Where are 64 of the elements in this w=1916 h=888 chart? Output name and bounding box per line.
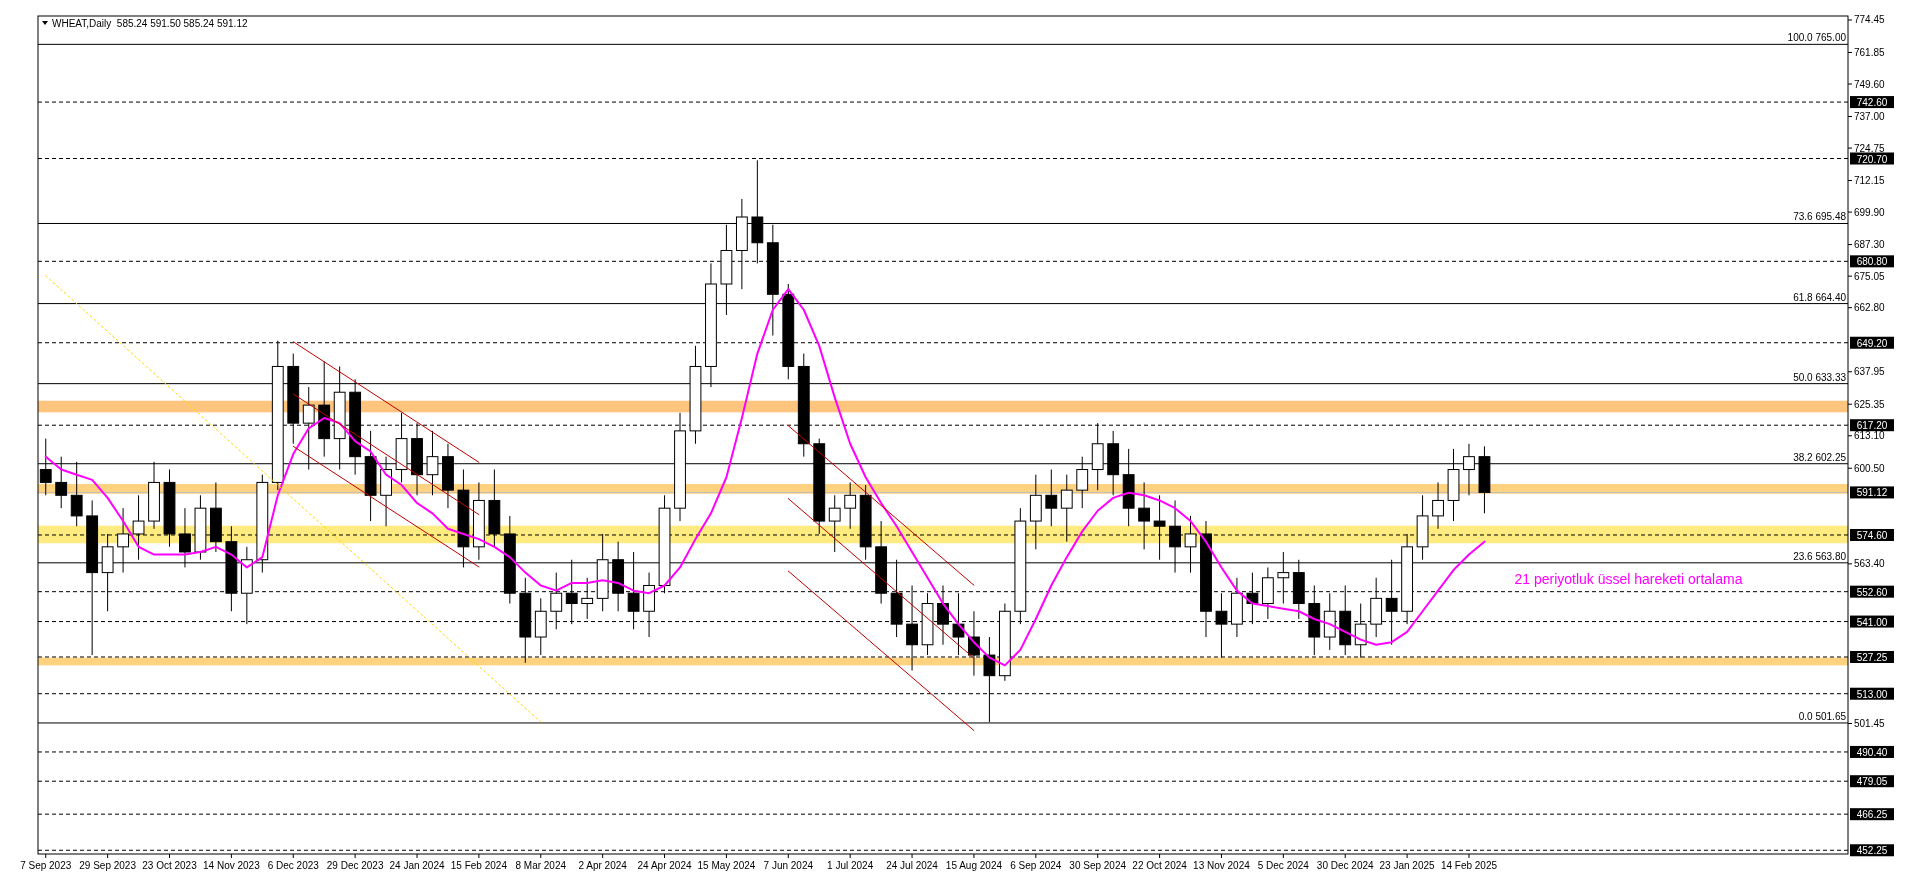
ref-line-label: 680.80 xyxy=(1856,256,1888,268)
ref-line-label: 50.0 633.33 xyxy=(1793,371,1847,383)
ref-line-label: 541.00 xyxy=(1856,616,1888,628)
y-tick-label: 563.40 xyxy=(1854,558,1886,570)
x-tick-label: 15 Feb 2024 xyxy=(450,860,508,871)
y-tick-label: 613.10 xyxy=(1854,430,1886,442)
y-tick-label: 737.00 xyxy=(1854,111,1886,122)
ref-line-label: 720.70 xyxy=(1856,153,1888,165)
x-tick-label: 7 Sep 2023 xyxy=(20,860,72,871)
x-tick-label: 14 Feb 2025 xyxy=(1440,860,1498,871)
y-tick-label: 761.85 xyxy=(1854,46,1886,58)
x-tick-label: 15 Aug 2024 xyxy=(945,860,1003,871)
ref-line-label: 574.60 xyxy=(1856,529,1888,541)
ref-line-label: 452.25 xyxy=(1856,845,1888,857)
ref-line-label: 742.60 xyxy=(1856,97,1888,109)
x-tick-label: 29 Dec 2023 xyxy=(326,860,384,871)
y-tick-label: 749.60 xyxy=(1854,78,1886,90)
x-tick-label: 23 Jan 2025 xyxy=(1379,860,1436,871)
ref-line-label: 490.40 xyxy=(1856,746,1888,758)
x-tick-label: 29 Sep 2023 xyxy=(79,860,137,871)
y-tick-label: 724.75 xyxy=(1854,142,1886,154)
ref-line-label: 23.6 563.80 xyxy=(1793,550,1847,562)
x-tick-label: 6 Dec 2023 xyxy=(267,860,320,871)
x-tick-label: 1 Jul 2024 xyxy=(827,860,874,871)
y-tick-label: 600.50 xyxy=(1854,462,1886,474)
y-tick-label: 501.45 xyxy=(1854,717,1886,729)
x-tick-label: 23 Oct 2023 xyxy=(142,860,198,871)
x-tick-label: 24 Jul 2024 xyxy=(886,860,939,871)
y-tick-label: 774.45 xyxy=(1854,14,1886,26)
ref-line-label: 617.20 xyxy=(1856,420,1888,432)
ref-line-label: 61.8 664.40 xyxy=(1793,291,1847,303)
ref-line-label: 591.12 xyxy=(1856,487,1888,499)
x-tick-label: 7 Jun 2024 xyxy=(763,860,814,871)
y-tick-label: 675.05 xyxy=(1854,270,1886,282)
y-tick-label: 687.30 xyxy=(1854,239,1886,251)
x-tick-label: 15 May 2024 xyxy=(697,860,756,871)
text: 21 periyotluk üssel hareketi ortalama xyxy=(1514,570,1743,587)
ref-line-label: 100.0 765.00 xyxy=(1787,32,1847,44)
ref-line-label: 479.05 xyxy=(1856,776,1888,788)
ref-line-label: 38.2 602.25 xyxy=(1793,451,1847,463)
ref-line-label: 466.25 xyxy=(1856,809,1888,821)
ref-line-label: 0.0 501.65 xyxy=(1798,710,1847,722)
ref-line-label: 552.60 xyxy=(1856,586,1888,598)
x-tick-label: 8 Mar 2024 xyxy=(515,860,567,871)
x-tick-label: 2 Apr 2024 xyxy=(578,860,628,871)
y-tick-label: 712.15 xyxy=(1854,175,1886,187)
x-tick-label: 24 Jan 2024 xyxy=(389,860,445,871)
x-tick-label: 5 Dec 2024 xyxy=(1257,860,1310,871)
ref-line-label: 73.6 695.48 xyxy=(1793,211,1847,223)
chart-title: WHEAT,Daily 585.24 591.50 585.24 591.12 xyxy=(52,18,248,29)
ref-line-label: 649.20 xyxy=(1856,337,1888,349)
ref-line-label: 527.25 xyxy=(1856,652,1888,663)
y-tick-label: 662.80 xyxy=(1854,302,1886,314)
y-tick-label: 625.35 xyxy=(1854,398,1886,410)
y-tick-label: 637.95 xyxy=(1854,366,1886,378)
x-tick-label: 6 Sep 2024 xyxy=(1010,860,1062,871)
y-tick-label: 699.90 xyxy=(1854,206,1886,218)
x-tick-label: 14 Nov 2023 xyxy=(203,860,261,871)
ref-line-label: 513.00 xyxy=(1856,688,1888,700)
x-tick-label: 24 Apr 2024 xyxy=(637,860,692,871)
x-tick-label: 30 Sep 2024 xyxy=(1069,860,1127,871)
x-tick-label: 22 Oct 2024 xyxy=(1132,860,1188,871)
x-tick-label: 13 Nov 2024 xyxy=(1193,860,1251,871)
x-tick-label: 30 Dec 2024 xyxy=(1316,860,1375,871)
